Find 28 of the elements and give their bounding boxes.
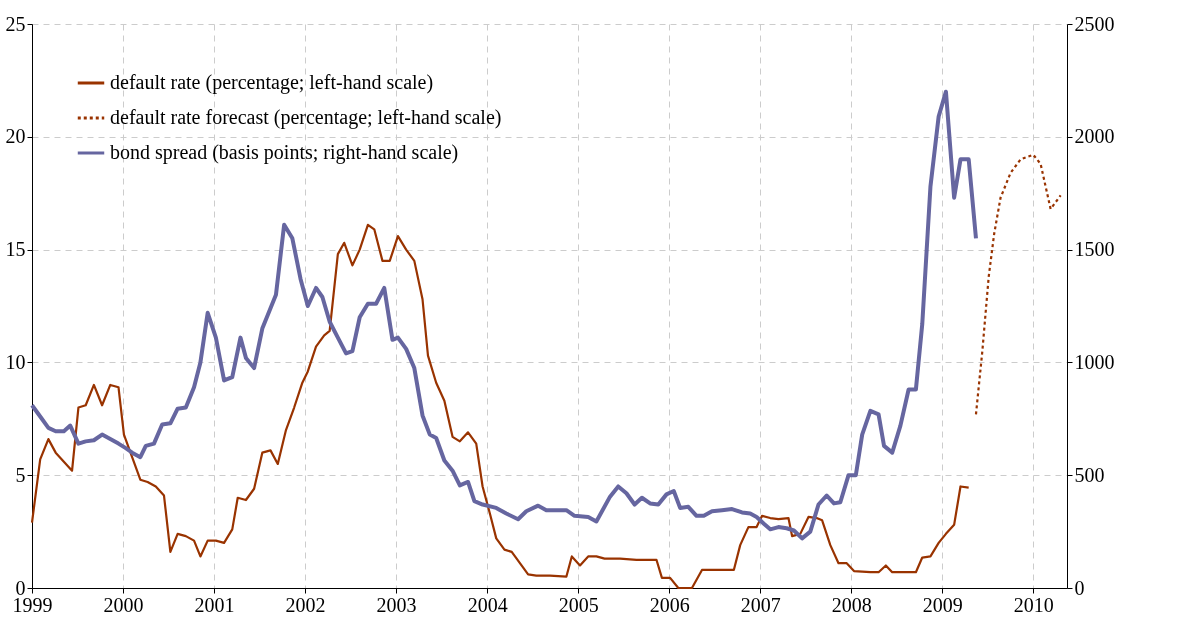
y-tick-label: 20 (5, 125, 26, 148)
x-tick-label: 2001 (194, 593, 235, 616)
y-tick-label: 15 (5, 238, 26, 261)
x-tick-label: 2003 (376, 593, 417, 616)
x-tick-label: 2006 (649, 593, 690, 616)
y-tick-label: 0 (15, 576, 26, 599)
x-tick-label: 2000 (103, 593, 144, 616)
y2-tick-label: 1500 (1074, 238, 1115, 261)
x-tick-label: 2010 (1013, 593, 1054, 616)
legend-label: default rate (percentage; left-hand scale) (110, 71, 434, 94)
legend-label: default rate forecast (percentage; left-hand scale) (110, 106, 502, 129)
line-series (974, 153, 1062, 416)
y2-tick-label: 500 (1074, 463, 1105, 486)
legend-label: bond spread (basis points; right-hand scale) (110, 141, 459, 164)
y2-tick-label: 2500 (1074, 12, 1115, 35)
x-tick-label: 2002 (285, 593, 326, 616)
y2-tick-label: 2000 (1074, 125, 1115, 148)
x-tick-label: 2005 (558, 593, 599, 616)
y2-tick-label: 0 (1074, 576, 1085, 599)
y-tick-label: 5 (15, 463, 26, 486)
x-tick-label: 2007 (740, 593, 781, 616)
y-tick-label: 25 (5, 12, 26, 35)
x-tick-label: 2009 (922, 593, 963, 616)
x-tick-label: 2008 (831, 593, 872, 616)
y-tick-label: 10 (5, 350, 26, 373)
line-series (30, 223, 970, 590)
y2-tick-label: 1000 (1074, 350, 1115, 373)
x-tick-label: 2004 (467, 593, 508, 616)
